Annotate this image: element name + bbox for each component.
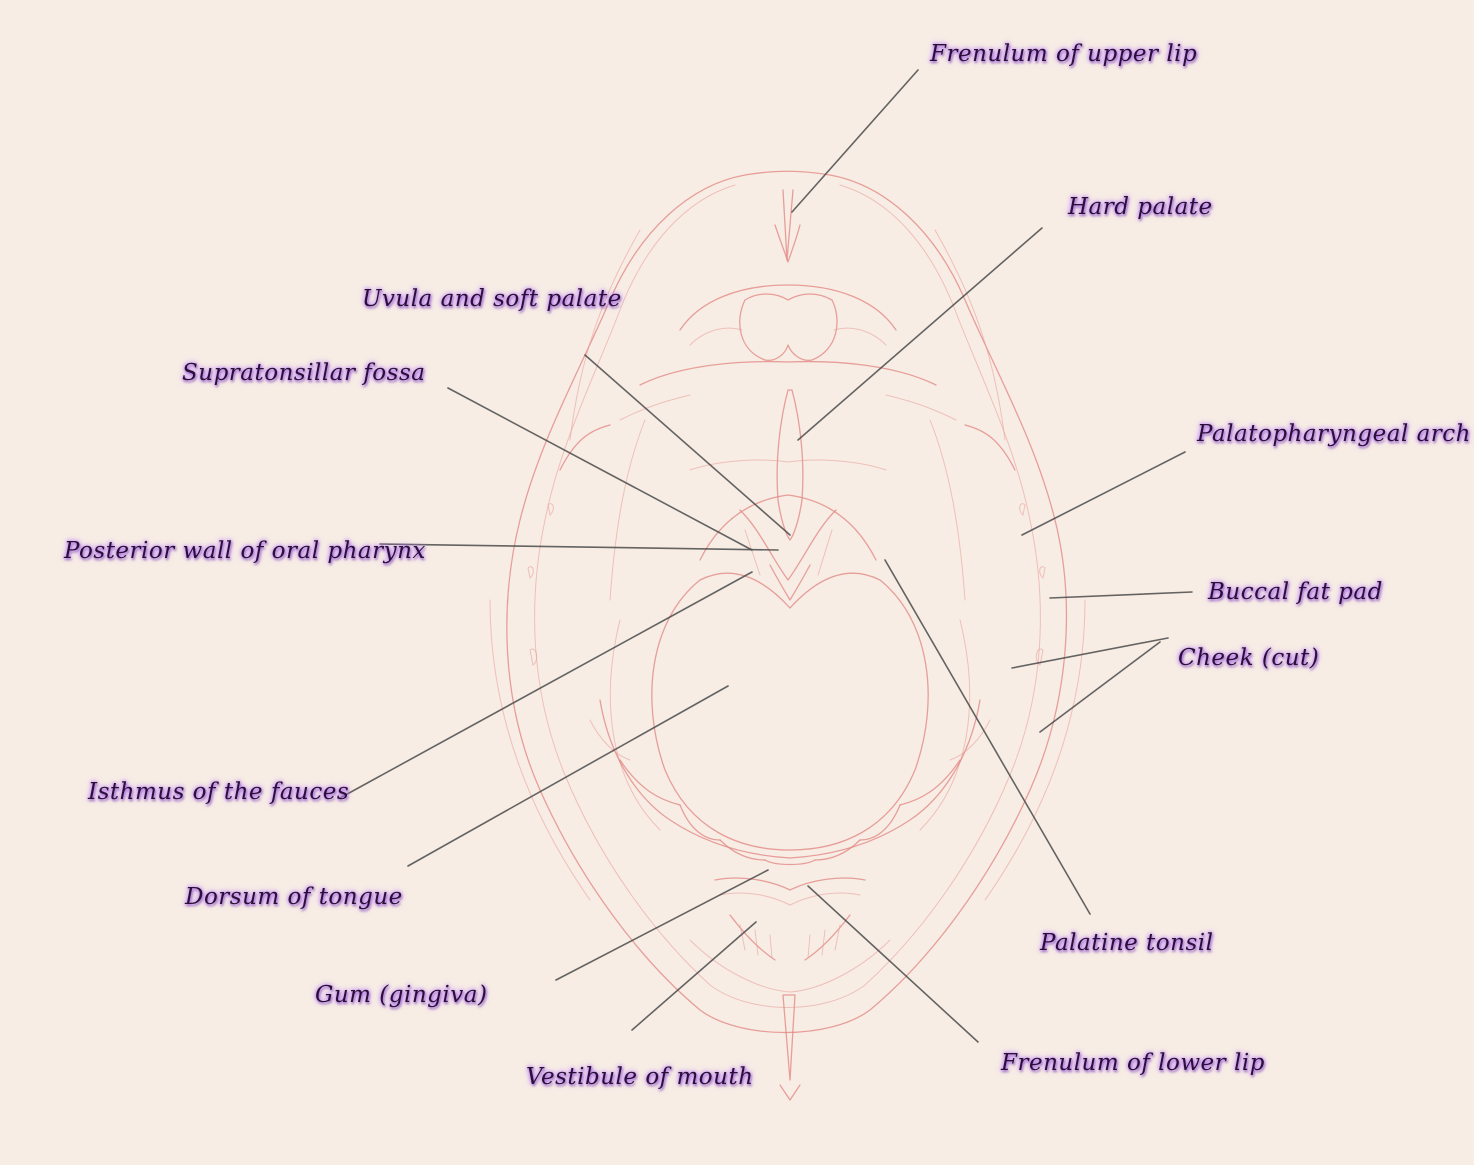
upper-teeth-arch <box>619 284 957 421</box>
outer-lip-outline <box>489 170 1086 1034</box>
label-vestibule-mouth: Vestibule of mouth <box>526 1064 754 1090</box>
label-frenulum-lower-lip: Frenulum of lower lip <box>1001 1050 1265 1076</box>
label-hard-palate: Hard palate <box>1068 194 1213 220</box>
label-posterior-wall: Posterior wall of oral pharynx <box>64 538 426 564</box>
cheek-sketch <box>527 419 1046 666</box>
leader-uvula-soft-palate <box>584 354 791 536</box>
label-buccal-fat-pad: Buccal fat pad <box>1208 579 1383 605</box>
label-supratonsillar-fossa: Supratonsillar fossa <box>182 360 426 386</box>
label-frenulum-upper-lip: Frenulum of upper lip <box>930 41 1198 67</box>
lower-frenulum-sketch <box>779 994 801 1101</box>
leader-lines <box>339 69 1193 1043</box>
leader-hard-palate <box>797 227 1043 441</box>
tongue-sketch <box>609 572 971 851</box>
leader-dorsum-tongue <box>407 685 729 867</box>
lower-teeth-arch <box>589 699 991 866</box>
leader-gum-gingiva <box>555 869 769 981</box>
lower-lip-sketch <box>689 877 891 993</box>
leader-supratonsillar-fossa <box>447 387 753 551</box>
label-palatopharyngeal-arch: Palatopharyngeal arch <box>1197 421 1471 447</box>
label-isthmus-fauces: Isthmus of the fauces <box>88 779 350 805</box>
leader-isthmus-fauces <box>339 571 753 799</box>
leader-vestibule-mouth <box>631 921 757 1031</box>
soft-palate-sketch <box>689 459 887 601</box>
leader-cheek-cut-a <box>1011 637 1169 669</box>
hard-palate-sketch <box>776 389 804 541</box>
label-cheek-cut: Cheek (cut) <box>1178 645 1320 671</box>
label-palatine-tonsil: Palatine tonsil <box>1040 930 1214 956</box>
label-uvula-soft-palate: Uvula and soft palate <box>362 286 622 312</box>
label-dorsum-tongue: Dorsum of tongue <box>185 884 403 910</box>
leader-posterior-wall <box>379 543 779 551</box>
leader-palatine-tonsil <box>884 559 1091 915</box>
leader-cheek-cut-b <box>1039 641 1161 733</box>
leader-buccal-fat-pad <box>1049 591 1193 599</box>
label-gum-gingiva: Gum (gingiva) <box>315 982 488 1008</box>
leader-frenulum-lower-lip <box>807 885 979 1043</box>
upper-frenulum-sketch <box>774 189 801 263</box>
leader-palatopharyngeal-arch <box>1021 451 1186 536</box>
leader-frenulum-upper-lip <box>791 69 919 213</box>
